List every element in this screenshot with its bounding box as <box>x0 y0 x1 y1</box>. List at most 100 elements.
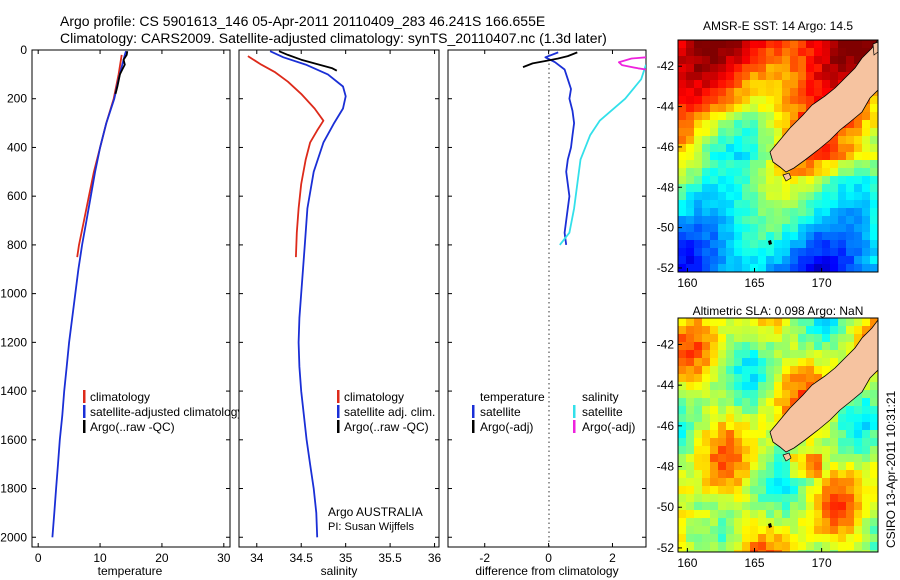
heatmap-cell <box>830 462 839 471</box>
heatmap-cell <box>694 256 703 265</box>
heatmap-cell <box>694 494 703 503</box>
map-y-tick-label: -46 <box>657 419 675 433</box>
heatmap-cell <box>838 40 847 49</box>
heatmap-cell <box>774 128 783 137</box>
heatmap-cell <box>774 342 783 351</box>
heatmap-cell <box>758 216 767 225</box>
heatmap-cell <box>718 152 727 161</box>
heatmap-cell <box>694 454 703 463</box>
heatmap-cell <box>726 112 735 121</box>
heatmap-cell <box>678 224 687 233</box>
heatmap-cell <box>694 438 703 447</box>
heatmap-cell <box>718 382 727 391</box>
heatmap-cell <box>678 96 687 105</box>
heatmap-cell <box>686 414 695 423</box>
heatmap-cell <box>726 350 735 359</box>
heatmap-cell <box>814 542 823 551</box>
heatmap-cell <box>766 478 775 487</box>
heatmap-cell <box>678 382 687 391</box>
heatmap-cell <box>726 422 735 431</box>
map-x-tick-label: 165 <box>744 556 764 570</box>
heatmap-cell <box>854 48 863 57</box>
heatmap-cell <box>766 248 775 257</box>
heatmap-cell <box>766 224 775 233</box>
heatmap-cell <box>838 438 847 447</box>
heatmap-cell <box>702 518 711 527</box>
heatmap-cell <box>806 192 815 201</box>
heatmap-cell <box>822 462 831 471</box>
heatmap-cell <box>782 318 791 327</box>
heatmap-cell <box>822 216 831 225</box>
heatmap-cell <box>766 494 775 503</box>
heatmap-cell <box>790 358 799 367</box>
heatmap-cell <box>718 334 727 343</box>
heatmap-cell <box>782 374 791 383</box>
y-tick-label: 800 <box>7 238 27 252</box>
heatmap-cell <box>806 96 815 105</box>
heatmap-cell <box>782 366 791 375</box>
heatmap-cell <box>702 136 711 145</box>
sla-map-ticks: 160 165 170 -42 -44 -46 -48 -50 -52 <box>657 337 832 570</box>
heatmap-cell <box>830 48 839 57</box>
heatmap-cell <box>814 510 823 519</box>
heatmap-cell <box>734 486 743 495</box>
heatmap-cell <box>854 144 863 153</box>
heatmap-cell <box>702 478 711 487</box>
heatmap-cell <box>790 176 799 185</box>
heatmap-cell <box>830 56 839 65</box>
heatmap-cell <box>734 446 743 455</box>
heatmap-cell <box>686 248 695 257</box>
map-y-tick-label: -52 <box>657 261 675 275</box>
heatmap-cell <box>782 64 791 73</box>
heatmap-cell <box>814 88 823 97</box>
heatmap-cell <box>870 200 878 209</box>
heatmap-cell <box>862 502 871 511</box>
heatmap-cell <box>814 160 823 169</box>
heatmap-cell <box>718 256 727 265</box>
heatmap-cell <box>870 438 878 447</box>
heatmap-cell <box>822 318 831 327</box>
heatmap-cell <box>742 406 751 415</box>
heatmap-cell <box>686 56 695 65</box>
heatmap-cell <box>702 120 711 129</box>
heatmap-cell <box>742 112 751 121</box>
heatmap-cell <box>870 144 878 153</box>
x-tick-label: 34 <box>250 551 264 565</box>
heatmap-cell <box>838 144 847 153</box>
heatmap-cell <box>742 462 751 471</box>
heatmap-cell <box>726 502 735 511</box>
heatmap-cell <box>702 542 711 551</box>
heatmap-cell <box>814 342 823 351</box>
heatmap-cell <box>838 176 847 185</box>
heatmap-cell <box>766 446 775 455</box>
heatmap-cell <box>862 406 871 415</box>
heatmap-cell <box>862 40 871 49</box>
heatmap-cell <box>814 358 823 367</box>
heatmap-cell <box>718 510 727 519</box>
heatmap-cell <box>710 414 719 423</box>
heatmap-cell <box>766 486 775 495</box>
map-x-tick-label: 170 <box>812 276 832 290</box>
heatmap-cell <box>678 56 687 65</box>
heatmap-cell <box>734 80 743 89</box>
heatmap-cell <box>854 398 863 407</box>
heatmap-cell <box>686 478 695 487</box>
heatmap-cell <box>798 104 807 113</box>
heatmap-cell <box>806 326 815 335</box>
heatmap-cell <box>838 240 847 249</box>
heatmap-cell <box>790 342 799 351</box>
heatmap-cell <box>718 390 727 399</box>
temperature-plot-area <box>31 49 231 548</box>
heatmap-cell <box>718 518 727 527</box>
heatmap-cell <box>862 398 871 407</box>
heatmap-cell <box>862 478 871 487</box>
heatmap-cell <box>830 216 839 225</box>
heatmap-cell <box>758 470 767 479</box>
heatmap-cell <box>766 510 775 519</box>
heatmap-cell <box>846 326 855 335</box>
heatmap-cell <box>694 510 703 519</box>
heatmap-cell <box>798 326 807 335</box>
heatmap-cell <box>758 48 767 57</box>
heatmap-cell <box>830 446 839 455</box>
heatmap-cell <box>702 406 711 415</box>
